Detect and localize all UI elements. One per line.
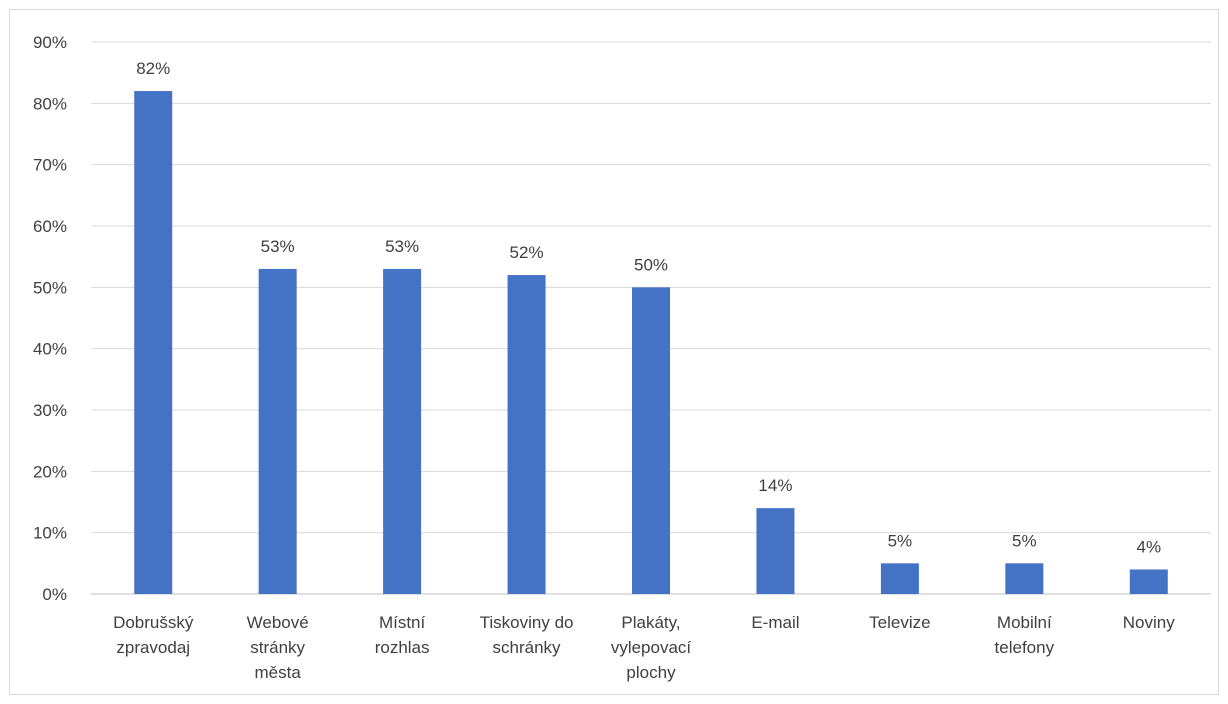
data-label: 4% (1136, 537, 1161, 556)
bar (756, 508, 795, 594)
y-tick-label: 40% (33, 340, 67, 359)
y-tick-label: 60% (33, 217, 67, 236)
bar (632, 287, 670, 594)
data-label: 14% (758, 476, 792, 495)
bars (134, 91, 1168, 595)
data-label: 53% (261, 237, 295, 256)
x-category-label: Noviny (1123, 613, 1175, 632)
bar (1005, 563, 1044, 594)
y-tick-label: 10% (33, 524, 67, 543)
y-tick-label: 70% (33, 156, 67, 175)
x-category-label: Mobilní telefony (995, 613, 1055, 657)
data-label: 50% (634, 255, 668, 274)
data-label: 5% (1012, 531, 1037, 550)
bar (383, 268, 422, 594)
x-category-label: Dobrušský zpravodaj (113, 613, 194, 657)
y-tick-label: 90% (33, 33, 67, 52)
data-label: 53% (385, 237, 419, 256)
x-category-label: Webové stránky města (247, 613, 309, 682)
y-axis-ticks: 0% 10% 20% 30% 40% 50% 60% 70% 80% 90% (33, 33, 67, 604)
bar (134, 91, 173, 595)
x-category-label: Tiskoviny do schránky (480, 613, 574, 657)
x-category-label: Místní rozhlas (375, 613, 430, 657)
x-axis-categories: Dobrušský zpravodaj Webové stránky města Míst… (113, 613, 1175, 682)
y-tick-label: 50% (33, 278, 67, 297)
bar-chart: 0% 10% 20% 30% 40% 50% 60% 70% 80% 90% Dobrušský z… (33, 33, 1211, 682)
x-category-label: Plakáty, vylepovací plochy (611, 613, 692, 682)
bar (507, 275, 546, 594)
y-tick-label: 20% (33, 462, 67, 481)
y-tick-label: 80% (33, 94, 67, 113)
data-labels: 82% 53% 53% 52% 50% 14% 5% 5% 4% (136, 59, 1161, 556)
bar (258, 268, 297, 594)
bar (880, 563, 919, 594)
y-tick-label: 30% (33, 401, 67, 420)
data-label: 5% (888, 531, 913, 550)
chart-frame: 0% 10% 20% 30% 40% 50% 60% 70% 80% 90% Dobrušský z… (9, 9, 1219, 695)
x-category-label: Televize (869, 613, 930, 632)
y-tick-label: 0% (42, 585, 67, 604)
x-category-label: E-mail (751, 613, 799, 632)
bar (1129, 569, 1168, 594)
data-label: 52% (510, 243, 544, 262)
data-label: 82% (136, 59, 170, 78)
